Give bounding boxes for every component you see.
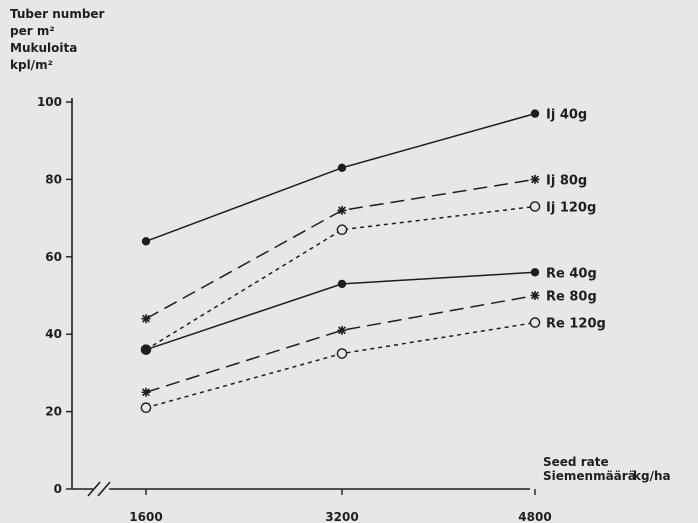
- data-point: [336, 224, 348, 236]
- y-tick-label: 40: [45, 327, 62, 341]
- y-axis-title-line: kpl/m²: [10, 58, 53, 72]
- axis-break-mark: [97, 481, 111, 497]
- data-point: [336, 348, 348, 359]
- series-line: [145, 321, 536, 409]
- y-tick-label: 60: [45, 250, 62, 264]
- data-point: [530, 109, 540, 118]
- data-point: [530, 291, 540, 300]
- axis-break-gap: [93, 486, 109, 492]
- x-tick-label: 1600: [129, 510, 162, 523]
- axis-break-mark: [87, 481, 101, 497]
- series-label: Ij 80g: [546, 173, 587, 188]
- x-axis-title: Seed rate Siemenmäärä: [543, 455, 636, 483]
- y-axis-title: Tuber number per m² Mukuloita kpl/m²: [10, 6, 104, 74]
- y-tick-label: 80: [45, 172, 62, 186]
- data-point: [529, 317, 541, 328]
- data-point: [140, 402, 152, 414]
- x-tick-label: 4800: [518, 510, 551, 523]
- series-line: [145, 112, 536, 243]
- data-point: [337, 325, 347, 335]
- data-point: [529, 201, 541, 212]
- y-tick-label: 0: [54, 482, 62, 496]
- series-line: [145, 294, 536, 393]
- series-label: Ij 40g: [546, 108, 587, 123]
- x-axis-title-line: Seed rate: [543, 455, 609, 469]
- data-point: [337, 163, 347, 172]
- data-point: [337, 205, 347, 215]
- data-point: [337, 279, 347, 289]
- y-axis-title-line: Mukuloita: [10, 41, 78, 55]
- series-label: Re 120g: [546, 317, 606, 332]
- y-axis-title-line: per m²: [10, 24, 55, 38]
- data-point: [141, 387, 151, 397]
- x-tick-label: 3200: [325, 510, 358, 523]
- data-point: [141, 345, 151, 354]
- series-label: Re 40g: [546, 266, 597, 281]
- series-line: [145, 178, 536, 320]
- x-axis-title-line: Siemenmäärä: [543, 469, 636, 483]
- data-point: [530, 174, 540, 184]
- y-tick-label: 100: [37, 95, 62, 109]
- y-axis-title-line: Tuber number: [10, 7, 105, 21]
- series-label: Re 80g: [546, 290, 597, 305]
- series-label: Ij 120g: [546, 200, 596, 215]
- y-tick-label: 20: [45, 405, 62, 419]
- data-point: [530, 268, 540, 277]
- data-point: [141, 237, 151, 246]
- data-point: [141, 314, 151, 324]
- x-axis-unit: kg/ha: [633, 469, 671, 483]
